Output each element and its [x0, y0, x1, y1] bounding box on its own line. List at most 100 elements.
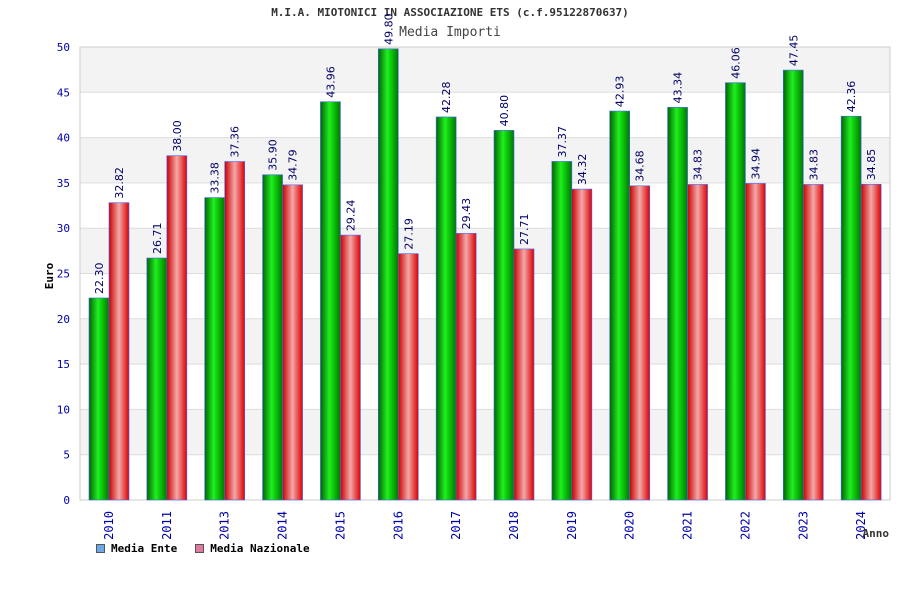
bar-media-ente-2021 [667, 107, 688, 501]
y-tick-label: 25 [57, 268, 70, 281]
data-label-media-nazionale-2024: 34.85 [865, 149, 878, 181]
bar-media-nazionale-2018 [513, 248, 535, 501]
y-tick-label: 15 [57, 358, 70, 371]
data-label-media-ente-2021: 43.34 [672, 72, 685, 104]
plot-band [80, 228, 890, 274]
data-label-media-nazionale-2015: 29.24 [344, 200, 357, 232]
bar-media-nazionale-2011 [166, 155, 188, 501]
bar-media-nazionale-2010 [108, 202, 130, 501]
data-label-media-ente-2010: 22.30 [93, 262, 106, 294]
data-label-media-nazionale-2019: 34.32 [576, 154, 589, 186]
data-label-media-nazionale-2016: 27.19 [402, 218, 415, 250]
x-tick-label-2017: 2017 [449, 511, 463, 540]
y-axis-label: Euro [43, 262, 56, 289]
y-tick-label: 40 [57, 132, 70, 145]
bar-media-nazionale-2014 [282, 184, 303, 501]
plot-band [80, 47, 890, 93]
legend-label-media-nazionale: Media Nazionale [210, 542, 310, 555]
plot-band [80, 182, 890, 229]
x-axis-ticks: 2010 2011 2013 2014 2015 2016 2017 2018 2019 2020… [102, 511, 868, 540]
bar-media-ente-2014 [262, 174, 283, 501]
legend-item-media-nazionale: Media Nazionale [195, 542, 310, 555]
plot-band [80, 409, 890, 455]
bars: 22.30 32.82 26.71 38.00 33.38 37.36 35.90 34.79… [88, 13, 882, 501]
data-label-media-ente-2016: 49.80 [382, 13, 395, 45]
data-label-media-nazionale-2018: 27.71 [518, 213, 531, 245]
bar-media-ente-2016 [377, 48, 399, 501]
bar-media-nazionale-2016 [397, 253, 419, 501]
data-label-media-nazionale-2013: 37.36 [229, 126, 242, 158]
bar-media-ente-2013 [204, 197, 226, 501]
bar-media-nazionale-2024 [860, 183, 882, 501]
y-tick-label: 10 [57, 403, 70, 416]
bar-media-ente-2011 [146, 257, 168, 501]
y-tick-label: 20 [57, 313, 70, 326]
plot-area-border [79, 46, 891, 501]
x-tick-label-2022: 2022 [738, 511, 752, 540]
data-label-media-nazionale-2014: 34.79 [287, 149, 300, 181]
plot-band [80, 318, 890, 365]
bar-media-nazionale-2022 [745, 183, 766, 501]
bar-media-ente-2024 [840, 115, 862, 501]
data-label-media-ente-2013: 33.38 [209, 162, 222, 194]
legend-label-media-ente: Media Ente [111, 542, 178, 555]
plot-band [80, 92, 890, 138]
legend-item-media-ente: Media Ente [96, 542, 177, 555]
data-label-media-ente-2024: 42.36 [845, 81, 858, 113]
bar-media-nazionale-2021 [687, 184, 708, 501]
x-tick-label-2010: 2010 [102, 511, 116, 540]
plot-band [80, 364, 890, 410]
x-tick-label-2011: 2011 [160, 511, 174, 540]
data-label-media-nazionale-2011: 38.00 [171, 120, 184, 152]
data-label-media-ente-2014: 35.90 [267, 139, 280, 171]
bar-media-ente-2019 [551, 161, 573, 501]
data-label-media-ente-2022: 46.06 [729, 47, 742, 79]
bar-media-nazionale-2023 [802, 184, 824, 501]
plot-band [80, 273, 890, 319]
x-tick-label-2019: 2019 [565, 511, 579, 540]
data-label-media-ente-2018: 40.80 [498, 95, 511, 127]
data-label-media-nazionale-2010: 32.82 [113, 167, 126, 199]
chart-title: M.I.A. MIOTONICI IN ASSOCIAZIONE ETS (c.… [271, 6, 629, 19]
data-label-media-ente-2020: 42.93 [614, 76, 627, 108]
legend: Media Ente Media Nazionale [96, 542, 310, 555]
plot-band [80, 454, 890, 500]
y-tick-label: 35 [57, 177, 70, 190]
data-label-media-ente-2011: 26.71 [151, 223, 164, 255]
bar-media-nazionale-2019 [571, 188, 593, 501]
plot-band [80, 137, 890, 183]
y-tick-label: 50 [57, 41, 70, 54]
x-tick-label-2016: 2016 [391, 511, 405, 540]
bar-media-ente-2023 [782, 69, 804, 501]
y-tick-label: 45 [57, 86, 70, 99]
y-tick-label: 30 [57, 222, 70, 235]
y-tick-label: 5 [63, 449, 70, 462]
data-label-media-ente-2017: 42.28 [440, 81, 453, 113]
bar-media-ente-2018 [493, 130, 515, 501]
bar-media-nazionale-2020 [629, 185, 651, 501]
x-axis-label: Anno [863, 527, 890, 540]
x-tick-label-2013: 2013 [218, 511, 232, 540]
bar-media-nazionale-2015 [340, 234, 361, 501]
x-tick-label-2021: 2021 [681, 511, 695, 540]
data-label-media-nazionale-2017: 29.43 [460, 198, 473, 230]
data-label-media-nazionale-2020: 34.68 [634, 150, 647, 182]
bar-media-ente-2022 [725, 82, 746, 501]
y-axis-ticks: 0 5 10 15 20 25 30 35 40 45 50 [57, 41, 70, 507]
legend-swatch-media-ente [96, 544, 105, 553]
bar-media-nazionale-2013 [224, 161, 246, 501]
y-tick-label: 0 [63, 494, 70, 507]
bar-media-nazionale-2017 [455, 233, 477, 501]
bar-media-ente-2010 [88, 297, 110, 501]
x-tick-label-2014: 2014 [276, 511, 290, 540]
legend-swatch-media-nazionale [195, 544, 205, 553]
data-label-media-ente-2023: 47.45 [787, 35, 800, 67]
x-tick-label-2020: 2020 [623, 511, 637, 540]
bar-media-ente-2015 [320, 101, 341, 501]
x-tick-label-2023: 2023 [796, 511, 810, 540]
data-label-media-ente-2015: 43.96 [324, 66, 337, 98]
x-tick-label-2015: 2015 [333, 511, 347, 540]
data-label-media-nazionale-2022: 34.94 [749, 148, 762, 180]
bar-media-ente-2020 [609, 110, 631, 501]
